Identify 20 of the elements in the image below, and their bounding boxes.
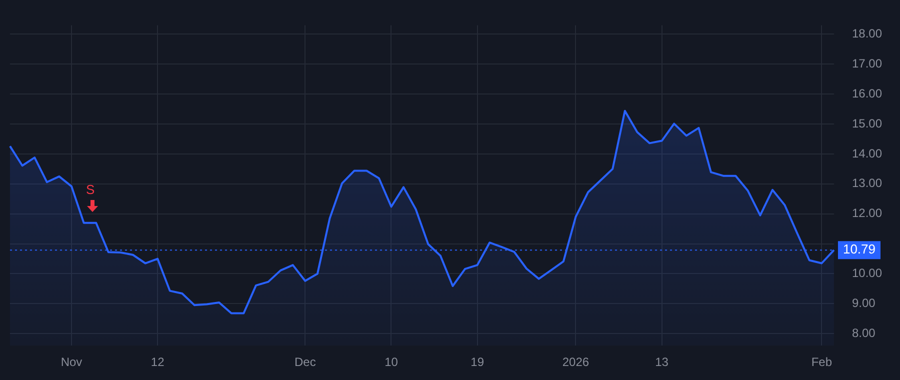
x-tick-label: 19	[470, 355, 484, 370]
x-tick-label: 10	[384, 355, 398, 370]
y-tick-label: 10.00	[852, 266, 882, 280]
x-tick-label: 12	[150, 355, 165, 370]
ref-line-label: 10.79	[842, 242, 876, 257]
y-tick-label: 15.00	[852, 116, 882, 130]
x-tick-label: Feb	[811, 355, 832, 370]
y-tick-label: 8.00	[852, 326, 876, 340]
y-tick-label: 13.00	[852, 176, 882, 190]
annotation: S	[86, 182, 95, 197]
x-tick-label: 13	[655, 355, 669, 370]
x-tick-label: 2026	[562, 355, 590, 370]
y-tick-label: 12.00	[852, 206, 882, 220]
y-tick-label: 16.00	[852, 86, 882, 100]
x-tick-label: Nov	[60, 355, 82, 370]
x-tick-label: Dec	[294, 355, 316, 370]
y-tick-label: 18.00	[852, 26, 882, 40]
y-tick-label: 9.00	[852, 296, 876, 310]
y-tick-label: 17.00	[852, 56, 882, 70]
y-tick-label: 14.00	[852, 146, 882, 160]
